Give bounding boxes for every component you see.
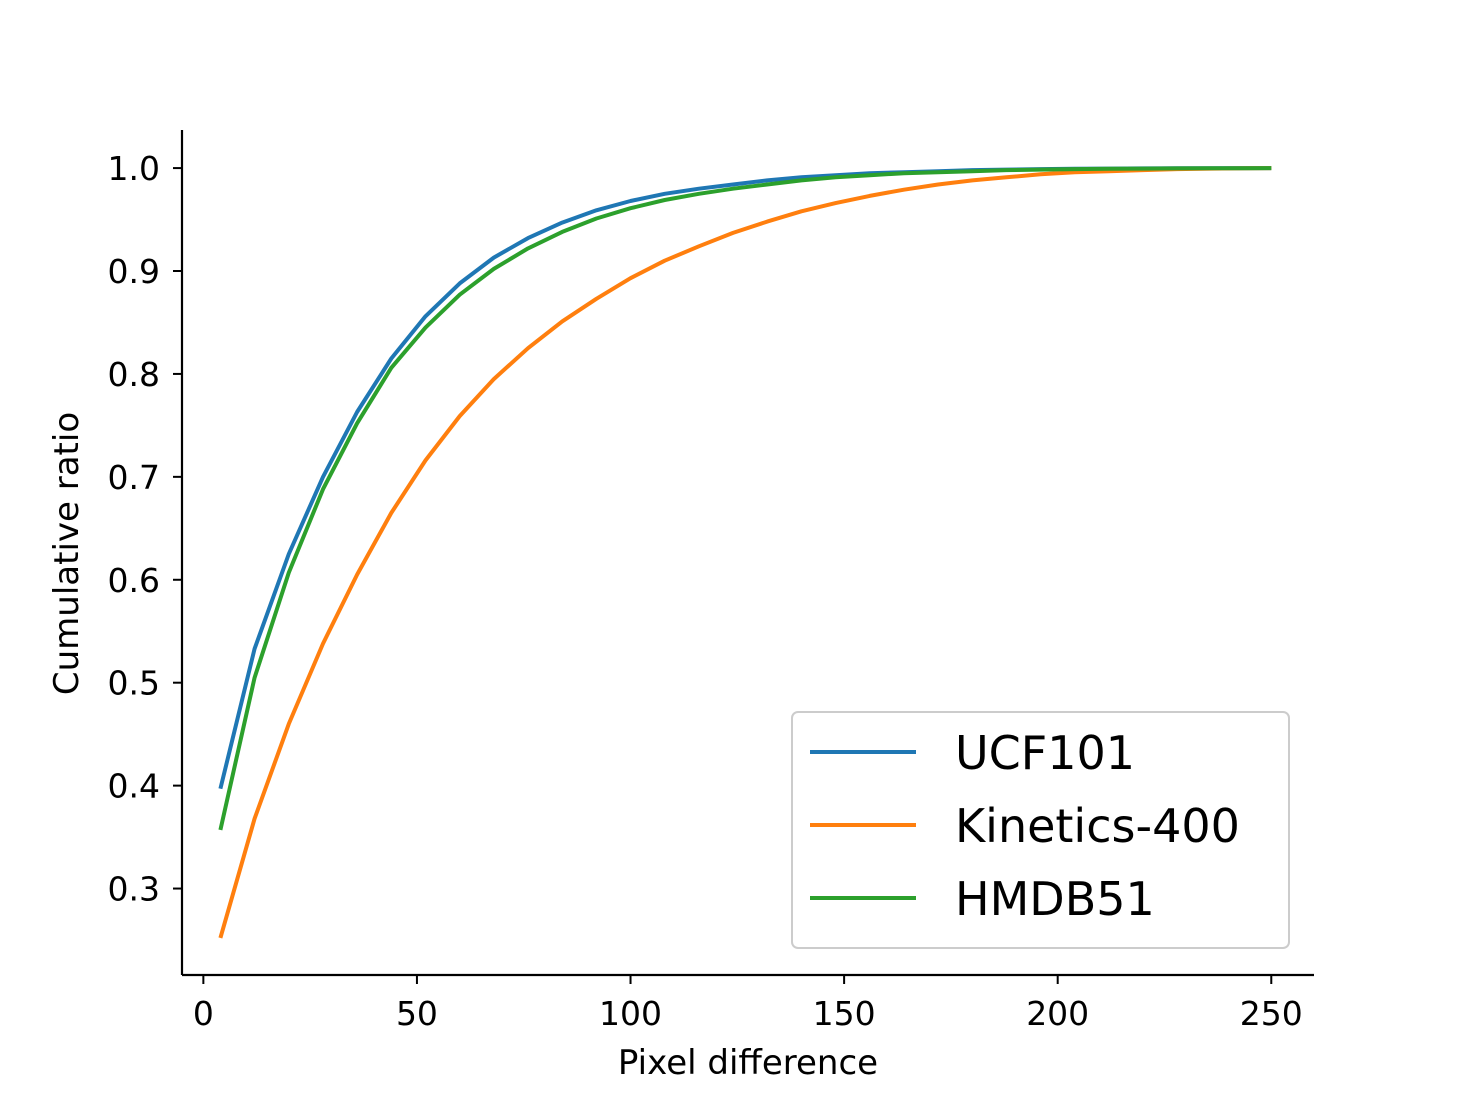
y-tick-label: 0.7 (108, 458, 160, 497)
legend-label: Kinetics-400 (955, 799, 1240, 853)
legend: UCF101 Kinetics-400 HMDB51 (791, 711, 1290, 949)
y-tick-label: 1.0 (108, 149, 160, 188)
x-tick-label: 200 (1026, 994, 1089, 1033)
legend-label: HMDB51 (955, 872, 1155, 926)
series-layer (218, 166, 1272, 939)
y-ticks: 0.3 0.4 0.5 0.6 0.7 0.8 0.9 1.0 (108, 149, 182, 909)
x-tick-label: 100 (599, 994, 662, 1033)
series-line-hmdb51 (218, 166, 1272, 831)
x-tick-label: 50 (396, 994, 438, 1033)
series-line-kinetics-400 (218, 166, 1272, 939)
x-tick-label: 0 (193, 994, 214, 1033)
legend-items: UCF101 Kinetics-400 HMDB51 (810, 726, 1240, 926)
y-tick-label: 0.3 (108, 870, 160, 909)
legend-label: UCF101 (955, 726, 1135, 780)
x-axis-label: Pixel difference (618, 1043, 878, 1083)
y-axis-label: Cumulative ratio (47, 412, 87, 695)
x-ticks: 0 50 100 150 200 250 (193, 975, 1303, 1033)
x-tick-label: 150 (813, 994, 876, 1033)
y-tick-label: 0.4 (108, 767, 160, 806)
y-tick-label: 0.6 (108, 561, 160, 600)
legend-box (791, 711, 1290, 949)
x-tick-label: 250 (1240, 994, 1303, 1033)
y-tick-label: 0.9 (108, 252, 160, 291)
y-tick-label: 0.8 (108, 355, 160, 394)
y-tick-label: 0.5 (108, 664, 160, 703)
